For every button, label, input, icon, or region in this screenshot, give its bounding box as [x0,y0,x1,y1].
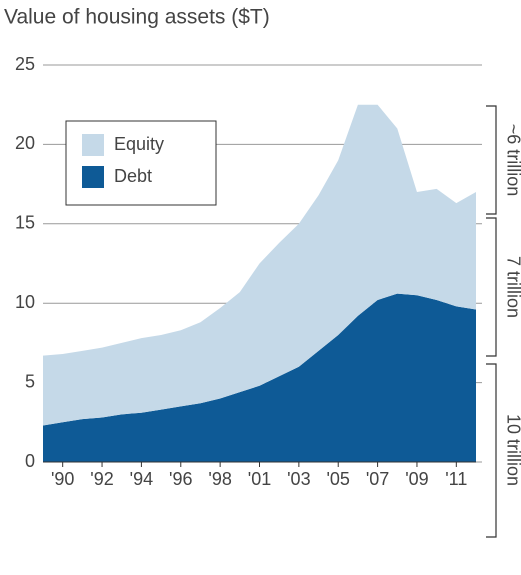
x-tick-label: '05 [326,469,349,489]
legend-swatch [82,134,104,156]
brackets: ~6 trillion 7 trillion 10 trillion [486,105,521,538]
annotation: ~6 trillion [503,124,521,197]
y-tick-label: 5 [25,371,35,391]
bracket [486,363,497,538]
area [43,293,476,462]
x-tick-label: '07 [366,469,389,489]
x-tick-label: '09 [405,469,428,489]
y-tick-label: 25 [15,54,35,74]
x-tick-label: '01 [248,469,271,489]
legend: Equity Debt [65,120,217,206]
legend-label: Equity [114,134,164,154]
areas [43,104,476,462]
bracket [486,105,497,215]
annotation: 10 trillion [503,414,521,486]
y-tick-label: 10 [15,292,35,312]
x-tick-label: '98 [208,469,231,489]
legend-swatch [82,166,104,188]
legend-label: Debt [114,166,152,186]
x-tick-label: '92 [90,469,113,489]
y-tick-label: 20 [15,133,35,153]
labels: 0 5 10 15 20 25 '90 '92 '94 '96 '98 '01 '03 '05 '07 '09… [15,54,476,489]
y-tick-label: 0 [25,451,35,471]
y-tick-label: 15 [15,213,35,233]
annotation: 7 trillion [503,256,521,318]
bracket [486,217,497,357]
x-tick-label: '90 [51,469,74,489]
x-tick-label: '03 [287,469,310,489]
x-tick-label: '94 [130,469,153,489]
x-tick-label: '11 [445,469,467,489]
x-tick-label: '96 [169,469,192,489]
area [43,104,476,426]
chart-title: Value of housing assets ($T) [4,6,270,29]
